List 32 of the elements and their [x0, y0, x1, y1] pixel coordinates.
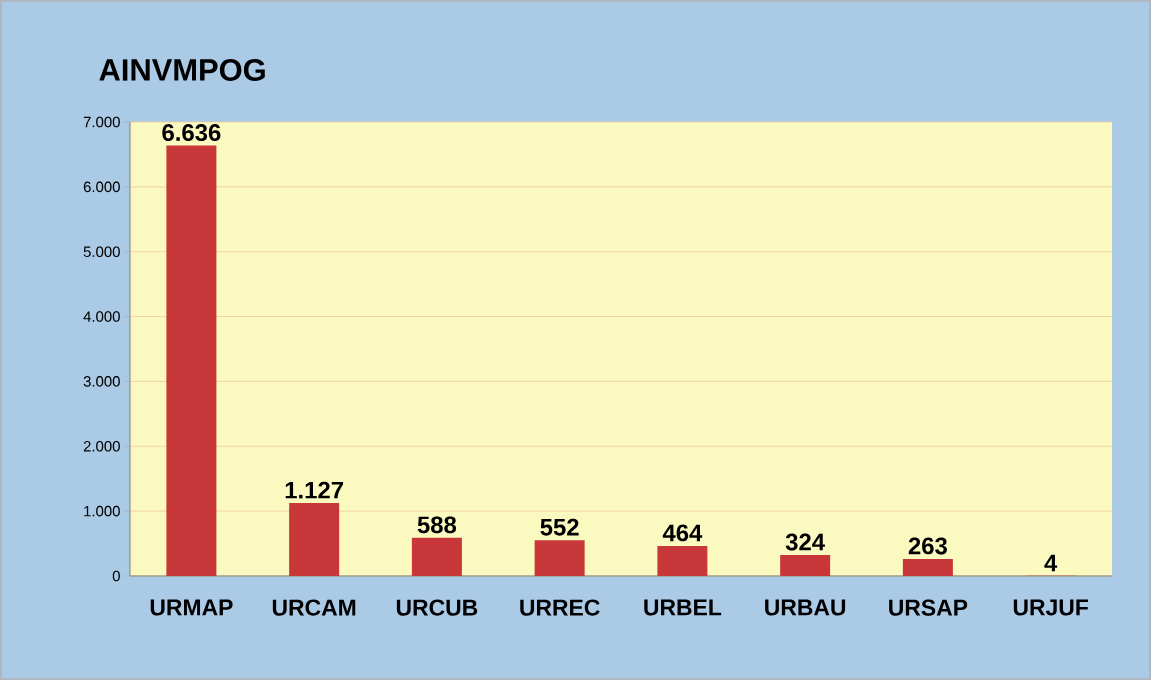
x-tick-label: URSAP	[889, 599, 968, 616]
data-label: 464	[662, 524, 703, 542]
data-label: 4	[1044, 554, 1058, 572]
x-tick-label: URMAP	[150, 599, 233, 616]
x-tick-label: URBEL	[644, 599, 722, 616]
bar	[534, 540, 585, 576]
bar	[166, 145, 217, 576]
y-tick-label: 0	[112, 570, 120, 582]
x-tick-label: URCAM	[272, 599, 356, 616]
y-tick-label: 4.000	[83, 311, 120, 322]
x-tick-label: URJUF	[1013, 599, 1088, 616]
y-tick-label: 7.000	[83, 116, 120, 128]
bar	[657, 545, 708, 576]
data-label: 263	[908, 537, 947, 555]
data-label: 588	[417, 516, 457, 534]
y-tick-label: 5.000	[83, 246, 120, 257]
y-tick-label: 1.000	[84, 505, 120, 517]
data-label: 1.127	[285, 481, 343, 499]
bar	[780, 554, 831, 576]
data-label: 552	[540, 518, 579, 536]
y-tick-label: 2.000	[83, 440, 120, 452]
y-tick-label: 6.000	[83, 181, 120, 193]
data-label: 6.636	[162, 124, 221, 142]
bar	[289, 502, 340, 576]
bar	[902, 558, 953, 576]
y-tick-label: 3.000	[83, 376, 120, 387]
x-tick-label: URBAU	[765, 599, 846, 616]
x-tick-label: URCUB	[396, 599, 478, 616]
data-label: 324	[785, 533, 825, 551]
chart-title: AINVMPOG	[99, 59, 265, 81]
x-tick-label: URREC	[520, 599, 600, 616]
bar	[411, 537, 462, 576]
